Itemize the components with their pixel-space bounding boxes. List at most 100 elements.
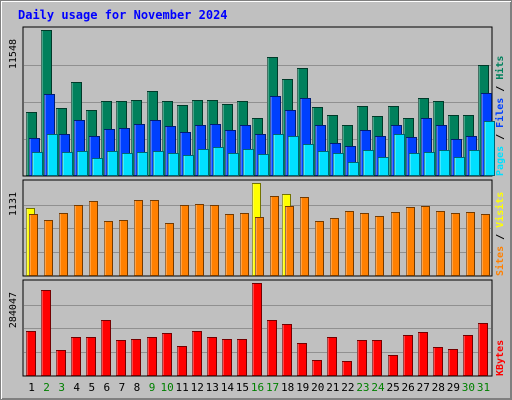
bar-pages-day-9 — [153, 151, 164, 176]
bar-sites-day-31 — [481, 214, 490, 276]
bar-sites-day-16 — [255, 217, 264, 276]
x-tick-label-day-5: 5 — [88, 381, 95, 394]
bar-sites-day-11 — [180, 205, 189, 276]
bar-sites-day-2 — [44, 220, 53, 276]
y-max-label: 1131 — [8, 192, 19, 216]
bar-sites-day-6 — [104, 221, 113, 276]
chart-title: Daily usage for November 2024 — [18, 8, 228, 22]
bar-kbytes-day-22 — [342, 361, 352, 376]
bar-kbytes-day-5 — [86, 337, 96, 376]
bar-sites-day-14 — [225, 214, 234, 276]
bar-sites-day-25 — [391, 212, 400, 276]
x-tick-label-day-11: 11 — [176, 381, 189, 394]
bar-sites-day-20 — [315, 221, 324, 276]
x-tick-label-day-31: 31 — [477, 381, 490, 394]
bar-pages-day-7 — [122, 153, 133, 176]
bar-pages-day-12 — [198, 149, 209, 176]
panel-1: 11548 Pages / Files / Hits — [8, 26, 506, 177]
x-tick-label-day-14: 14 — [221, 381, 235, 394]
x-tick-label-day-26: 26 — [402, 381, 415, 394]
bar-sites-day-3 — [59, 213, 68, 276]
bar-sites-day-19 — [300, 197, 309, 276]
bar-kbytes-day-26 — [403, 335, 413, 376]
bar-kbytes-day-11 — [177, 346, 187, 376]
panel-legend: Pages / Files / Hits — [494, 56, 506, 176]
legend-kbytes: KBytes — [495, 340, 506, 376]
bar-kbytes-day-27 — [418, 332, 428, 376]
bar-pages-day-21 — [333, 153, 344, 176]
bar-pages-day-11 — [183, 155, 194, 176]
x-tick-label-day-2: 2 — [43, 381, 50, 394]
x-tick-label-day-1: 1 — [28, 381, 35, 394]
bar-kbytes-day-15 — [237, 339, 247, 376]
bar-sites-day-4 — [74, 205, 83, 276]
bar-pages-day-29 — [454, 157, 465, 176]
x-tick-label-day-6: 6 — [104, 381, 111, 394]
bar-sites-day-21 — [330, 218, 339, 276]
bar-pages-day-19 — [303, 144, 314, 176]
bar-sites-day-22 — [345, 211, 354, 276]
bar-pages-day-30 — [469, 150, 480, 176]
bar-pages-day-23 — [363, 150, 374, 176]
bar-pages-day-5 — [92, 158, 103, 176]
bar-sites-day-5 — [89, 201, 98, 276]
bar-sites-day-13 — [210, 205, 219, 276]
bar-pages-day-3 — [62, 152, 73, 176]
bar-pages-day-28 — [439, 150, 450, 176]
bar-sites-day-26 — [406, 207, 415, 276]
bar-kbytes-day-9 — [147, 337, 157, 376]
bar-sites-day-7 — [119, 220, 128, 276]
bar-kbytes-day-30 — [463, 335, 473, 376]
legend-files: Files — [494, 98, 506, 128]
bar-kbytes-day-18 — [282, 324, 292, 376]
x-tick-label-day-27: 27 — [417, 381, 430, 394]
x-tick-label-day-23: 23 — [356, 381, 369, 394]
x-tick-label-day-30: 30 — [462, 381, 475, 394]
x-tick-label-day-19: 19 — [296, 381, 309, 394]
legend-separator: / — [495, 128, 506, 146]
bar-pages-day-24 — [378, 157, 389, 176]
x-tick-label-day-9: 9 — [149, 381, 156, 394]
x-tick-label-day-25: 25 — [386, 381, 399, 394]
x-tick-label-day-12: 12 — [191, 381, 204, 394]
bar-pages-day-1 — [32, 152, 43, 176]
legend-pages: Pages — [495, 146, 506, 176]
bar-kbytes-day-24 — [372, 340, 382, 376]
bar-kbytes-day-7 — [116, 340, 126, 376]
x-tick-label-day-21: 21 — [326, 381, 339, 394]
x-tick-label-day-3: 3 — [58, 381, 65, 394]
bar-sites-day-9 — [150, 200, 159, 276]
bar-sites-day-17 — [270, 196, 279, 276]
bar-pages-day-14 — [228, 153, 239, 176]
legend-visits: Visits — [494, 192, 506, 228]
bar-pages-day-8 — [137, 152, 148, 176]
panel-legend: KBytes — [495, 340, 506, 376]
bar-pages-day-18 — [288, 136, 299, 176]
bar-kbytes-day-13 — [207, 337, 217, 376]
panel-3: 284047 KBytes — [8, 279, 506, 377]
bar-pages-day-2 — [47, 134, 58, 176]
bar-pages-day-15 — [243, 149, 254, 176]
bar-pages-day-26 — [409, 153, 420, 176]
bar-kbytes-day-20 — [312, 360, 322, 376]
x-tick-label-day-22: 22 — [341, 381, 354, 394]
bar-sites-day-30 — [466, 212, 475, 276]
bar-pages-day-13 — [213, 147, 224, 176]
x-tick-label-day-10: 10 — [160, 381, 173, 394]
x-tick-label-day-4: 4 — [73, 381, 80, 394]
bar-pages-day-6 — [107, 151, 118, 176]
bar-pages-day-31 — [484, 121, 495, 176]
x-tick-label-day-8: 8 — [134, 381, 141, 394]
bar-kbytes-day-23 — [357, 340, 367, 376]
bar-sites-day-1 — [29, 214, 38, 276]
bar-kbytes-day-2 — [41, 290, 51, 376]
bar-kbytes-day-12 — [192, 331, 202, 376]
legend-separator: / — [495, 80, 506, 98]
bar-kbytes-day-29 — [448, 349, 458, 376]
bar-pages-day-4 — [77, 151, 88, 176]
legend-hits: Hits — [494, 56, 506, 80]
bar-sites-day-10 — [165, 223, 174, 276]
legend-separator: / — [495, 228, 506, 246]
bar-sites-day-29 — [451, 213, 460, 276]
